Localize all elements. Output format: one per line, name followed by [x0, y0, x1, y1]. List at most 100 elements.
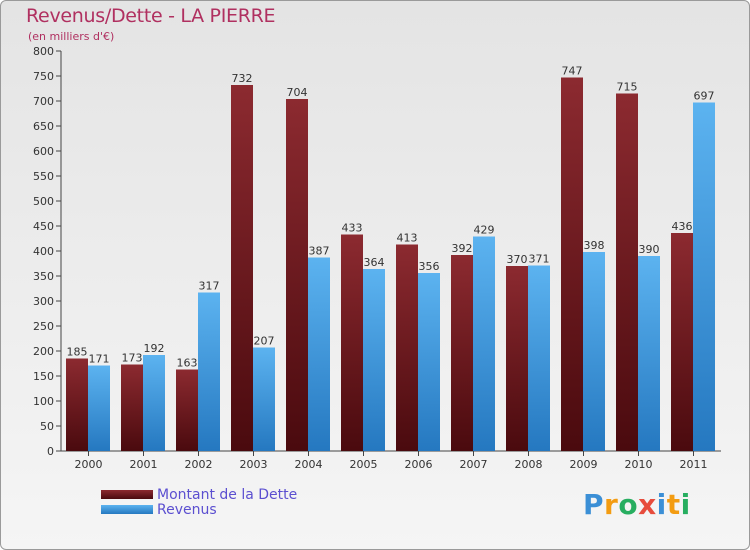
data-label: 317 [199, 280, 220, 293]
x-tick-label: 2006 [405, 458, 433, 471]
y-tick-label: 800 [33, 45, 54, 58]
chart-title: Revenus/Dette - LA PIERRE [26, 5, 276, 27]
data-label: 413 [397, 232, 418, 245]
bars [66, 77, 715, 451]
x-tick-label: 2004 [295, 458, 323, 471]
data-label: 163 [177, 357, 198, 370]
bar-revenus-2009 [583, 252, 605, 451]
bar-dette-2006 [396, 244, 418, 451]
x-tick-label: 2000 [75, 458, 103, 471]
bar-revenus-2002 [198, 292, 220, 451]
y-tick-label: 700 [33, 95, 54, 108]
x-tick-label: 2010 [625, 458, 653, 471]
bar-revenus-2008 [528, 265, 550, 451]
y-tick-label: 350 [33, 270, 54, 283]
data-label: 697 [694, 90, 715, 103]
bar-revenus-2007 [473, 236, 495, 451]
bar-revenus-2006 [418, 273, 440, 451]
y-tick-label: 300 [33, 295, 54, 308]
logo-letter: r [604, 488, 619, 521]
data-label: 192 [144, 342, 165, 355]
logo-letter: i [680, 488, 691, 521]
bar-dette-2011 [671, 233, 693, 451]
logo-letter: i [656, 488, 667, 521]
bar-dette-2005 [341, 234, 363, 451]
x-axis: 2000 2001 2002 2003 2004 2005 2006 2007 2008 2009… [61, 450, 721, 471]
logo-letter: o [618, 488, 639, 521]
data-label: 387 [309, 245, 330, 258]
x-tick-label: 2005 [350, 458, 378, 471]
data-label: 392 [452, 242, 473, 255]
y-tick-label: 100 [33, 395, 54, 408]
data-label: 732 [232, 72, 253, 85]
x-tick-label: 2002 [185, 458, 213, 471]
legend-label-debt: Montant de la Dette [157, 486, 298, 503]
bar-revenus-2011 [693, 102, 715, 451]
data-label: 436 [672, 220, 693, 233]
data-label: 185 [67, 346, 88, 359]
y-tick-label: 400 [33, 245, 54, 258]
bar-dette-2000 [66, 358, 88, 451]
y-tick-label: 150 [33, 370, 54, 383]
bar-revenus-2000 [88, 365, 110, 451]
legend: Montant de la Dette Revenus [101, 486, 298, 518]
data-label: 433 [342, 222, 363, 235]
data-labels: 185 173 163 732 704 433 413 392 370 747 715 436 171 1… [67, 65, 715, 370]
y-tick-label: 600 [33, 145, 54, 158]
data-label: 207 [254, 335, 275, 348]
legend-swatch-debt [101, 490, 153, 499]
x-tick-label: 2011 [680, 458, 708, 471]
y-tick-label: 250 [33, 320, 54, 333]
y-tick-label: 450 [33, 220, 54, 233]
data-label: 371 [529, 253, 550, 266]
y-axis: 0 50 100 150 200 250 300 350 400 450 500 550 600 650 7… [33, 45, 62, 458]
data-label: 390 [639, 243, 660, 256]
legend-label-revenus: Revenus [157, 501, 217, 518]
y-tick-label: 550 [33, 170, 54, 183]
bar-dette-2002 [176, 369, 198, 451]
legend-item-debt: Montant de la Dette [101, 486, 298, 503]
x-tick-label: 2003 [240, 458, 268, 471]
y-tick-label: 500 [33, 195, 54, 208]
logo-letter: x [638, 488, 657, 521]
x-tick-label: 2001 [130, 458, 158, 471]
y-tick-label: 0 [47, 445, 54, 458]
bar-dette-2008 [506, 266, 528, 451]
bar-revenus-2010 [638, 256, 660, 451]
legend-item-revenus: Revenus [101, 501, 297, 518]
bar-revenus-2003 [253, 347, 275, 451]
data-label: 429 [474, 224, 495, 237]
data-label: 356 [419, 260, 440, 273]
bar-revenus-2001 [143, 355, 165, 451]
bar-dette-2009 [561, 77, 583, 451]
bar-dette-2003 [231, 85, 253, 451]
data-label: 364 [364, 256, 385, 269]
y-tick-label: 200 [33, 345, 54, 358]
data-label: 715 [617, 81, 638, 94]
data-label: 398 [584, 239, 605, 252]
bar-revenus-2005 [363, 269, 385, 451]
legend-swatch-revenus [101, 505, 153, 514]
bar-dette-2001 [121, 364, 143, 451]
data-label: 747 [562, 65, 583, 78]
logo-letter: t [666, 488, 681, 521]
bar-revenus-2004 [308, 257, 330, 451]
data-label: 704 [287, 86, 308, 99]
y-tick-label: 750 [33, 70, 54, 83]
data-label: 173 [122, 352, 143, 365]
brand-logo: Proxiti [583, 488, 691, 521]
x-tick-label: 2007 [460, 458, 488, 471]
bar-dette-2004 [286, 99, 308, 451]
x-tick-label: 2008 [515, 458, 543, 471]
x-tick-label: 2009 [570, 458, 598, 471]
chart-subtitle: (en milliers d'€) [28, 30, 115, 43]
y-tick-label: 50 [40, 420, 54, 433]
bar-dette-2007 [451, 255, 473, 451]
data-label: 171 [89, 353, 110, 366]
logo-letter: P [583, 488, 605, 521]
data-label: 370 [507, 253, 528, 266]
bar-dette-2010 [616, 93, 638, 451]
y-tick-label: 650 [33, 120, 54, 133]
